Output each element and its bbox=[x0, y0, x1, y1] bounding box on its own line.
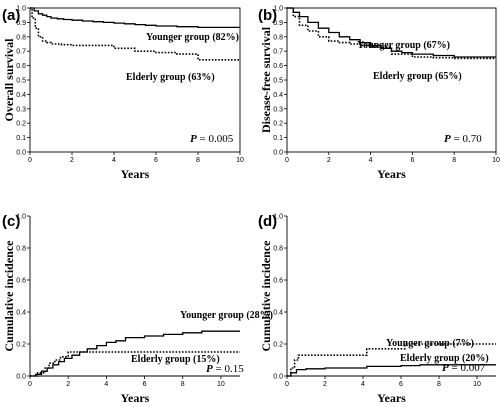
x-tick-label: 8 bbox=[196, 157, 200, 164]
x-tick-label: 10 bbox=[473, 381, 481, 388]
series-line-elderly-group bbox=[30, 7, 240, 61]
y-tick-label: 0.4 bbox=[273, 310, 283, 317]
panel-3: 0.0 0.2 0.4 0.6 0.8 1.0 0 2 4 6 8 10 Younger group (… bbox=[2, 213, 273, 405]
y-tick-label: 0.4 bbox=[16, 92, 26, 99]
x-tick-label: 10 bbox=[217, 381, 225, 388]
series-label: Younger group (82%) bbox=[146, 32, 239, 43]
x-axis-label: Years bbox=[377, 391, 406, 405]
y-tick-label: 0.6 bbox=[273, 63, 283, 70]
y-tick-label: 0.6 bbox=[16, 278, 26, 285]
y-tick-label: 0.4 bbox=[16, 310, 26, 317]
y-tick-label: 0.8 bbox=[273, 34, 283, 41]
y-axis-label: Disease-free survival bbox=[259, 26, 273, 133]
y-axis-label: Overall survival bbox=[2, 38, 16, 122]
x-axis-label: Years bbox=[377, 167, 406, 181]
y-tick-label: 1.0 bbox=[273, 6, 283, 13]
x-tick-label: 4 bbox=[369, 157, 373, 164]
series-label: Younger group (7%) bbox=[386, 338, 474, 349]
y-tick-label: 0.0 bbox=[16, 150, 26, 157]
x-axis-label: Years bbox=[121, 391, 150, 405]
series-line-younger-group bbox=[30, 7, 240, 29]
series-label: Younger group (28%) bbox=[180, 310, 273, 321]
x-tick-label: 4 bbox=[112, 157, 116, 164]
x-tick-label: 8 bbox=[452, 157, 456, 164]
panel-letter: (a) bbox=[2, 7, 20, 24]
y-tick-label: 0.0 bbox=[273, 150, 283, 157]
panel-letter: (b) bbox=[258, 7, 277, 24]
panel-1: 0.0 0.1 0.2 0.3 0.4 0.5 0.6 0.7 0.8 0.9 1.0 0 2 4 6 8 10… bbox=[2, 6, 244, 182]
x-tick-label: 0 bbox=[285, 157, 289, 164]
series-label: Elderly group (63%) bbox=[126, 72, 215, 83]
y-tick-label: 0.1 bbox=[16, 135, 26, 142]
panel-2: 0.0 0.1 0.2 0.3 0.4 0.5 0.6 0.7 0.8 0.9 1.0 0 2 4 6 8 10… bbox=[258, 6, 500, 182]
x-tick-label: 2 bbox=[327, 157, 331, 164]
y-tick-label: 0.8 bbox=[16, 246, 26, 253]
x-tick-label: 0 bbox=[285, 381, 289, 388]
y-tick-label: 1.0 bbox=[273, 214, 283, 221]
x-tick-label: 6 bbox=[143, 381, 147, 388]
y-tick-label: 0.2 bbox=[273, 342, 283, 349]
series-line-elderly-group bbox=[30, 351, 240, 377]
x-tick-label: 2 bbox=[70, 157, 74, 164]
x-tick-label: 8 bbox=[437, 381, 441, 388]
series-label: Elderly group (20%) bbox=[400, 353, 489, 364]
y-tick-label: 1.0 bbox=[16, 214, 26, 221]
x-tick-label: 8 bbox=[181, 381, 185, 388]
y-tick-label: 0.7 bbox=[273, 49, 283, 56]
series-label: Elderly group (15%) bbox=[131, 354, 220, 365]
series-line-elderly-group bbox=[287, 7, 496, 60]
panel-4: 0.0 0.2 0.4 0.6 0.8 1.0 0 2 4 6 8 10 Younger group (… bbox=[258, 213, 496, 405]
p-value: P = 0.005 bbox=[190, 133, 234, 145]
x-tick-label: 10 bbox=[236, 157, 244, 164]
y-tick-label: 0.3 bbox=[16, 106, 26, 113]
p-value: P = 0.15 bbox=[206, 363, 244, 375]
panel-letter: (d) bbox=[258, 213, 277, 230]
series-line-elderly-group bbox=[287, 343, 496, 377]
x-tick-label: 2 bbox=[66, 381, 70, 388]
y-tick-label: 0.1 bbox=[273, 135, 283, 142]
x-tick-label: 6 bbox=[399, 381, 403, 388]
y-tick-label: 0.5 bbox=[16, 78, 26, 85]
x-tick-label: 6 bbox=[410, 157, 414, 164]
y-tick-label: 0.2 bbox=[273, 121, 283, 128]
y-axis-label: Cumulative incidence bbox=[259, 240, 273, 352]
series-line-younger-group bbox=[287, 364, 496, 377]
x-tick-label: 6 bbox=[154, 157, 158, 164]
x-tick-label: 0 bbox=[28, 157, 32, 164]
series-label: Elderly group (65%) bbox=[373, 71, 462, 82]
x-tick-label: 2 bbox=[323, 381, 327, 388]
y-tick-label: 1.0 bbox=[16, 6, 26, 13]
x-tick-label: 0 bbox=[28, 381, 32, 388]
series-label: Younger group (67%) bbox=[357, 40, 450, 51]
y-axis-label: Cumulative incidence bbox=[2, 240, 16, 352]
y-tick-label: 0.6 bbox=[273, 278, 283, 285]
y-tick-label: 0.0 bbox=[273, 374, 283, 381]
panel-letter: (c) bbox=[2, 213, 20, 230]
x-tick-label: 4 bbox=[104, 381, 108, 388]
y-tick-label: 0.9 bbox=[273, 20, 283, 27]
y-tick-label: 0.0 bbox=[16, 374, 26, 381]
y-tick-label: 0.4 bbox=[273, 92, 283, 99]
p-value: P = 0.70 bbox=[444, 133, 482, 145]
y-tick-label: 0.2 bbox=[16, 121, 26, 128]
y-tick-label: 0.5 bbox=[273, 78, 283, 85]
y-tick-label: 0.8 bbox=[273, 246, 283, 253]
p-value: P = 0.007 bbox=[442, 362, 486, 374]
x-tick-label: 4 bbox=[361, 381, 365, 388]
x-tick-label: 10 bbox=[492, 157, 500, 164]
y-tick-label: 0.6 bbox=[16, 63, 26, 70]
x-axis-label: Years bbox=[121, 167, 150, 181]
y-tick-label: 0.8 bbox=[16, 34, 26, 41]
y-tick-label: 0.3 bbox=[273, 106, 283, 113]
y-tick-label: 0.2 bbox=[16, 342, 26, 349]
series-line-younger-group bbox=[287, 7, 496, 58]
y-tick-label: 0.9 bbox=[16, 20, 26, 27]
y-tick-label: 0.7 bbox=[16, 49, 26, 56]
series-line-younger-group bbox=[30, 330, 240, 377]
